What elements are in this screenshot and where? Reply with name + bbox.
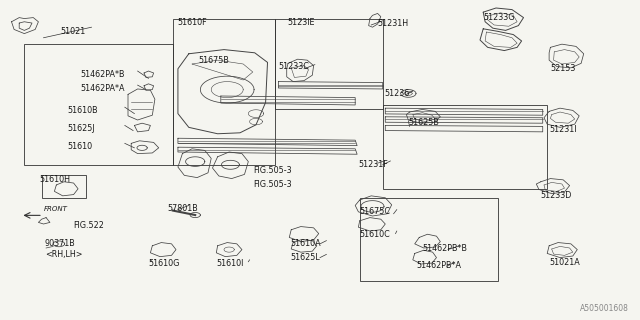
Bar: [42, 175, 86, 198]
Text: 51610I: 51610I: [216, 259, 244, 268]
Text: 51610H: 51610H: [40, 175, 70, 184]
Text: FRONT: FRONT: [44, 205, 67, 212]
Text: FIG.505-3: FIG.505-3: [253, 166, 291, 175]
Text: 51610: 51610: [67, 142, 92, 151]
Bar: [383, 105, 547, 189]
Text: 51236: 51236: [384, 89, 409, 98]
Text: 51462PB*B: 51462PB*B: [422, 244, 467, 253]
Text: 51610G: 51610G: [148, 259, 180, 268]
Text: 51462PA*B: 51462PA*B: [80, 70, 125, 79]
Text: 51233C: 51233C: [278, 62, 309, 71]
Text: <RH,LH>: <RH,LH>: [45, 250, 83, 259]
Text: FIG.505-3: FIG.505-3: [253, 180, 291, 189]
Text: 52153: 52153: [550, 64, 576, 73]
Text: 51021: 51021: [61, 27, 86, 36]
Text: 51625L: 51625L: [290, 253, 319, 262]
Text: 51610A: 51610A: [290, 239, 321, 248]
Text: FIG.522: FIG.522: [74, 221, 104, 230]
Text: 51231I: 51231I: [549, 125, 577, 134]
Bar: [360, 198, 498, 281]
Text: 51610C: 51610C: [360, 230, 390, 239]
Text: 51231H: 51231H: [378, 19, 409, 28]
Text: 51021A: 51021A: [549, 258, 580, 267]
Text: 51233G: 51233G: [483, 13, 515, 22]
Text: 51231F: 51231F: [358, 160, 388, 169]
Text: 51625B: 51625B: [408, 118, 439, 127]
Text: 90371B: 90371B: [45, 239, 76, 248]
Text: 51675C: 51675C: [360, 207, 390, 216]
Text: 51675B: 51675B: [198, 56, 229, 65]
Bar: [173, 19, 275, 165]
Text: A505001608: A505001608: [580, 304, 628, 313]
Text: 51462PA*A: 51462PA*A: [80, 84, 125, 93]
Bar: [275, 19, 383, 109]
Bar: [24, 44, 173, 165]
Text: 51610F: 51610F: [177, 18, 207, 27]
Text: 57801B: 57801B: [168, 204, 198, 213]
Text: 51625J: 51625J: [67, 124, 95, 133]
Text: 5123IE: 5123IE: [287, 18, 314, 27]
Text: 51462PB*A: 51462PB*A: [416, 261, 461, 270]
Text: 51233D: 51233D: [541, 191, 572, 200]
Text: 51610B: 51610B: [67, 106, 98, 115]
